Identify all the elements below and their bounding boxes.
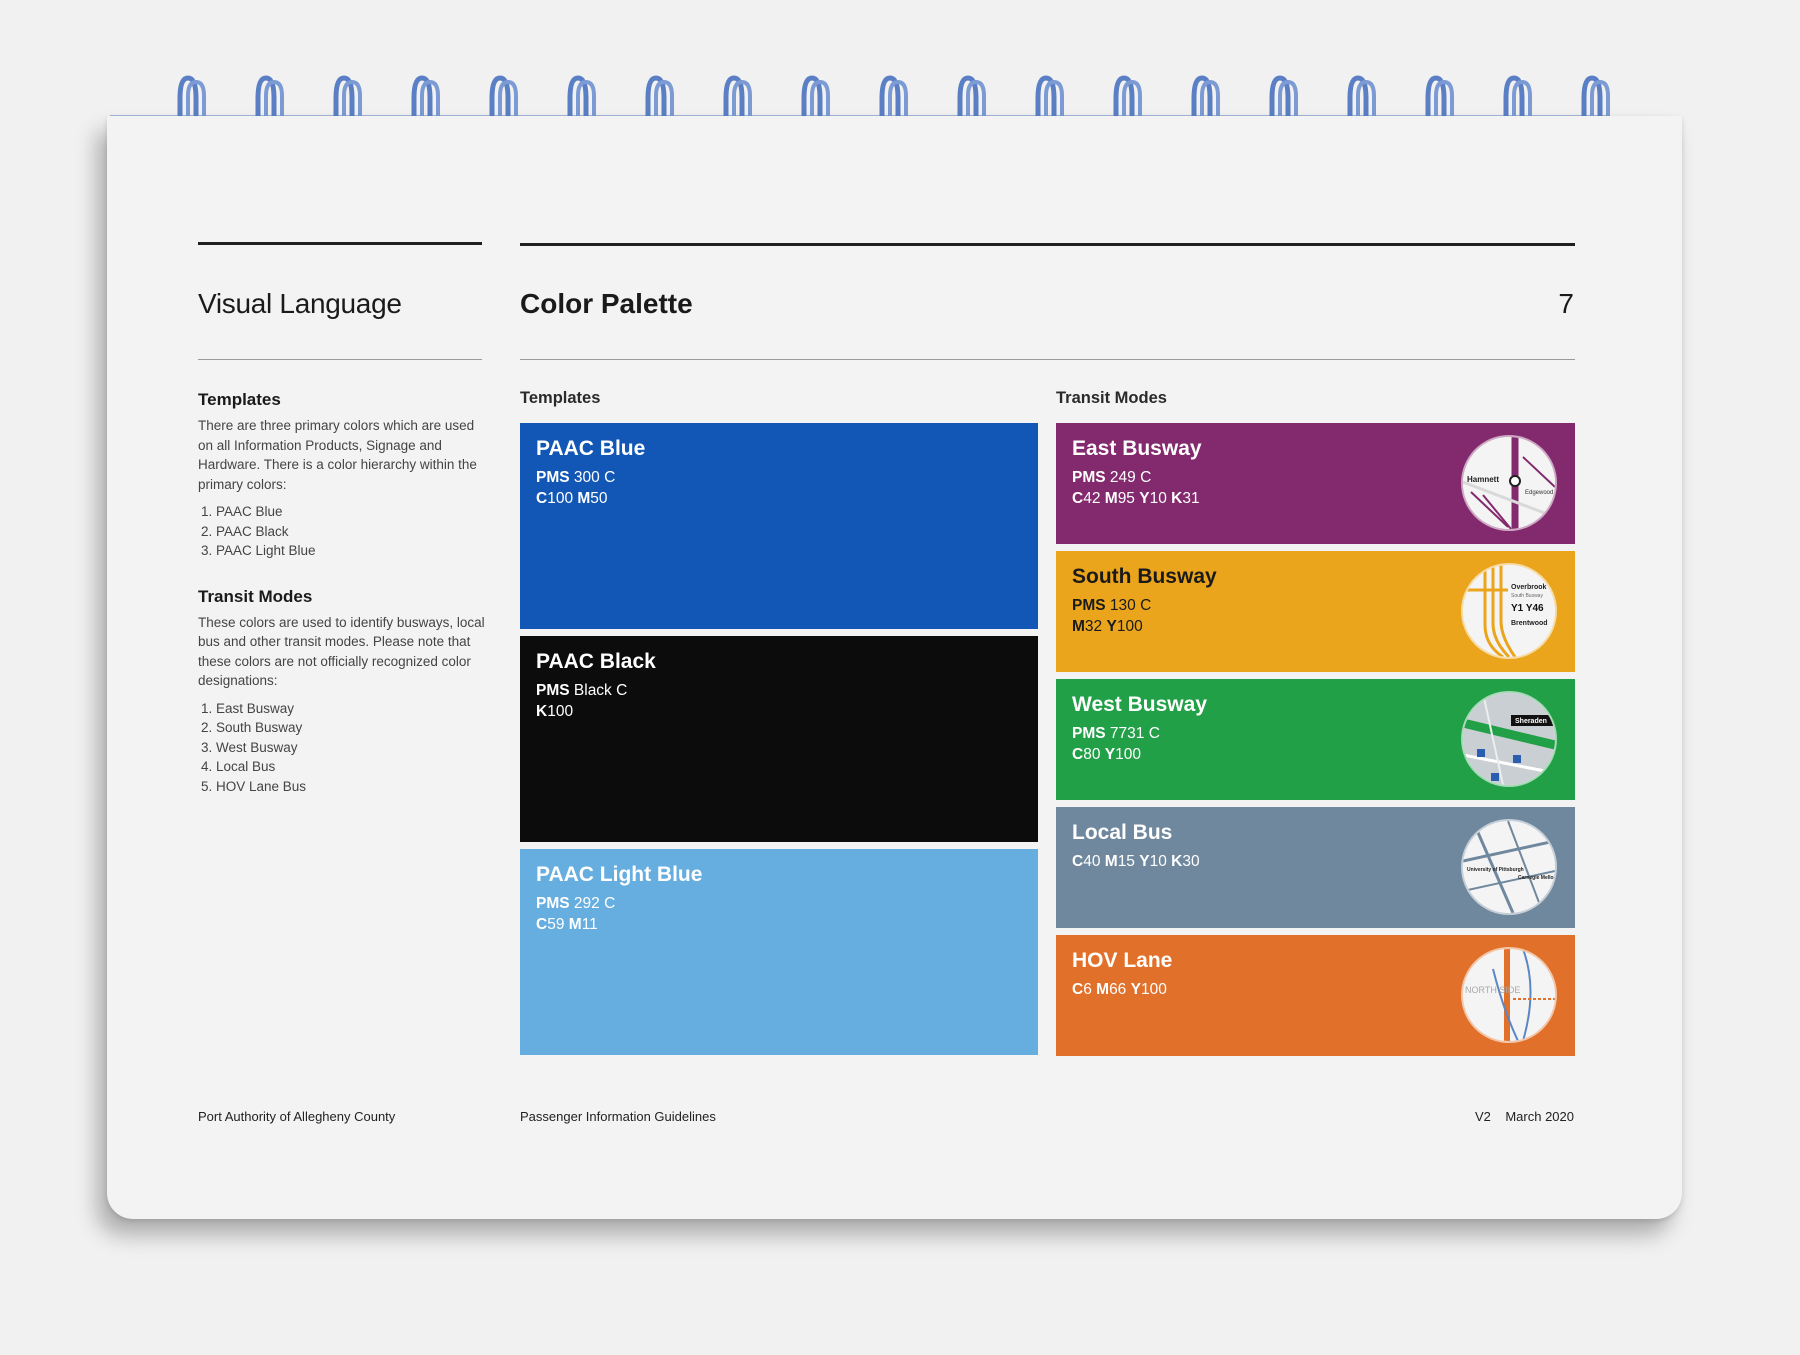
swatch-cmyk: C100 M50 [536, 490, 608, 507]
swatch-pms: PMS 300 C [536, 467, 1022, 488]
west-busway-map-icon: Sheraden [1463, 693, 1555, 785]
hov-lane-map-icon: NORTH SIDE [1463, 949, 1555, 1041]
swatch-name: PAAC Black [536, 650, 656, 673]
swatch-pms: PMS 249 C [1072, 467, 1559, 488]
pms-value: 130 C [1109, 597, 1152, 614]
page-title: Color Palette [520, 288, 693, 319]
templates-list: PAAC Blue PAAC Black PAAC Light Blue [198, 502, 488, 561]
svg-text:NORTH SIDE: NORTH SIDE [1465, 985, 1520, 995]
footer-organization: Port Authority of Allegheny County [198, 1109, 396, 1124]
swatch-cmyk: K100 [536, 703, 574, 720]
list-item: South Busway [216, 718, 488, 738]
pms-value: 292 C [573, 895, 616, 912]
swatch-name: HOV Lane [1072, 949, 1173, 972]
pms-label: PMS [536, 895, 570, 912]
swatch-cmyk: C59 M11 [536, 916, 598, 933]
swatch-cmyk: C80 Y100 [1072, 746, 1141, 763]
swatch-pms: PMS Black C [536, 680, 1022, 701]
swatch-east-busway: East Busway PMS 249 C C42 M95 Y10 K31 Hamne… [1056, 423, 1575, 544]
south-busway-map-icon: Overbrook South Busway Y1 Y46 Brentwood [1463, 565, 1555, 657]
swatch-hov-lane: HOV Lane C6 M66 Y100 NORTH SIDE [1056, 935, 1575, 1056]
svg-text:Edgewood: Edgewood [1525, 490, 1553, 496]
swatch-local-bus: Local Bus C40 M15 Y10 K30 University of Pi… [1056, 807, 1575, 928]
pms-label: PMS [536, 469, 570, 486]
transit-modes-body: These colors are used to identify busway… [198, 614, 485, 689]
templates-body: There are three primary colors which are… [198, 418, 477, 492]
east-busway-map-icon: Hamnett Edgewood [1463, 437, 1555, 529]
svg-text:Sheraden: Sheraden [1515, 718, 1547, 725]
pms-value: 249 C [1109, 469, 1152, 486]
rule-left-bottom [198, 359, 482, 360]
svg-text:Hamnett: Hamnett [1467, 475, 1499, 484]
swatch-name: PAAC Blue [536, 437, 646, 460]
swatch-name: West Busway [1072, 693, 1207, 716]
swatch-name: South Busway [1072, 565, 1217, 588]
sidebar: Templates There are three primary colors… [198, 390, 488, 822]
footer-date: March 2020 [1505, 1109, 1574, 1124]
svg-text:South Busway: South Busway [1511, 593, 1543, 599]
list-item: PAAC Black [216, 522, 488, 542]
swatch-paac-light-blue: PAAC Light Blue PMS 292 C C59 M11 [520, 849, 1038, 1055]
map-thumbnail: University of Pittsburgh Carnegie Mellon … [1463, 821, 1555, 913]
swatch-pms: PMS 7731 C [1072, 723, 1559, 744]
swatch-name: PAAC Light Blue [536, 863, 703, 886]
section-title: Visual Language [198, 288, 402, 319]
swatch-name: Local Bus [1072, 821, 1173, 844]
swatch-cmyk: C6 M66 Y100 [1072, 981, 1167, 998]
swatch-south-busway: South Busway PMS 130 C M32 Y100 Overbrook So… [1056, 551, 1575, 672]
templates-column-label: Templates [520, 389, 601, 407]
page-number: 7 [1558, 288, 1574, 319]
svg-text:Overbrook: Overbrook [1511, 584, 1547, 591]
swatch-pms: PMS 292 C [536, 893, 1022, 914]
pms-value: 300 C [573, 469, 616, 486]
list-item: East Busway [216, 699, 488, 719]
local-bus-map-icon: University of Pittsburgh Carnegie Mellon … [1463, 821, 1555, 913]
svg-text:Carnegie Mellon University: Carnegie Mellon University [1518, 875, 1555, 881]
svg-text:University of Pittsburgh: University of Pittsburgh [1467, 867, 1524, 873]
rule-left-top [198, 242, 482, 245]
pms-label: PMS [1072, 597, 1106, 614]
footer-version-date: V2 March 2020 [1475, 1109, 1574, 1124]
pms-label: PMS [1072, 725, 1106, 742]
pms-value: 7731 C [1109, 725, 1160, 742]
map-thumbnail: Overbrook South Busway Y1 Y46 Brentwood [1463, 565, 1555, 657]
list-item: West Busway [216, 738, 488, 758]
swatch-name: East Busway [1072, 437, 1202, 460]
swatch-paac-black: PAAC Black PMS Black C K100 [520, 636, 1038, 842]
list-item: PAAC Blue [216, 502, 488, 522]
map-thumbnail: Sheraden [1463, 693, 1555, 785]
pms-value: Black C [573, 682, 628, 699]
list-item: HOV Lane Bus [216, 777, 488, 797]
transit-column-label: Transit Modes [1056, 389, 1167, 407]
transit-modes-list: East Busway South Busway West Busway Loc… [198, 699, 488, 797]
rule-right-bottom [520, 359, 1575, 360]
svg-text:Brentwood: Brentwood [1511, 620, 1548, 627]
list-item: PAAC Light Blue [216, 541, 488, 561]
swatch-cmyk: C40 M15 Y10 K30 [1072, 853, 1200, 870]
pms-label: PMS [536, 682, 570, 699]
map-thumbnail: NORTH SIDE [1463, 949, 1555, 1041]
footer-version: V2 [1474, 1109, 1491, 1124]
rule-right-top [520, 243, 1575, 246]
footer-document: Passenger Information Guidelines [520, 1109, 716, 1124]
transit-modes-heading: Transit Modes [198, 586, 313, 606]
swatch-west-busway: West Busway PMS 7731 C C80 Y100 Sheraden [1056, 679, 1575, 800]
list-item: Local Bus [216, 757, 488, 777]
pms-label: PMS [1072, 469, 1106, 486]
swatch-paac-blue: PAAC Blue PMS 300 C C100 M50 [520, 423, 1038, 629]
svg-text:Y1 Y46: Y1 Y46 [1511, 603, 1544, 614]
map-thumbnail: Hamnett Edgewood [1463, 437, 1555, 529]
templates-heading: Templates [198, 390, 281, 409]
swatch-cmyk: C42 M95 Y10 K31 [1072, 490, 1200, 507]
swatch-cmyk: M32 Y100 [1072, 618, 1143, 635]
swatch-pms: PMS 130 C [1072, 595, 1559, 616]
